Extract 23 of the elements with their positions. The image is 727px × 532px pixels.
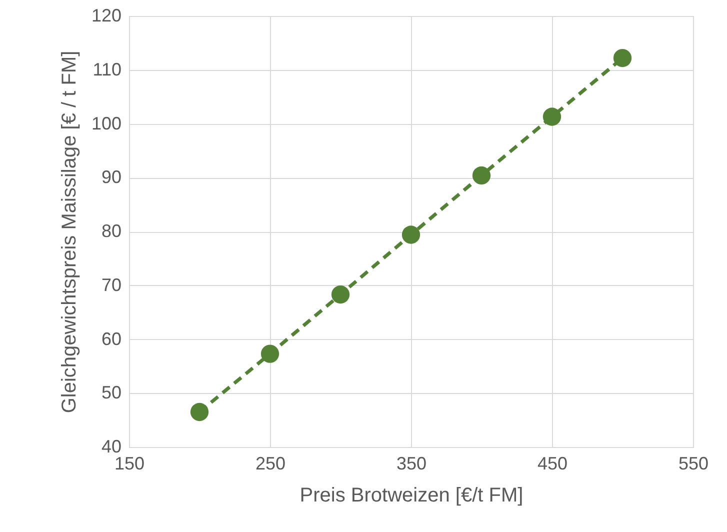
y-axis-title: Gleichgewichtspreis Maissilage [€ / t FM] — [58, 50, 80, 414]
point — [472, 166, 491, 185]
point — [260, 344, 280, 363]
point — [331, 285, 350, 304]
point — [613, 48, 632, 68]
x-tick-label: 550 — [678, 454, 709, 474]
x-tick-label: 350 — [396, 454, 427, 474]
x-tick-label: 150 — [114, 454, 145, 474]
y-tick-label: 60 — [101, 328, 122, 349]
point — [542, 108, 562, 126]
x-tick-label: 250 — [255, 454, 286, 474]
y-tick-label: 50 — [101, 382, 122, 403]
y-tick-label: 110 — [92, 59, 122, 80]
y-tick-label: 80 — [101, 221, 122, 241]
y-tick-label: 70 — [101, 274, 122, 295]
x-axis-title: Preis Brotweizen [€/t FM] — [300, 484, 524, 506]
point — [402, 226, 420, 244]
point — [190, 402, 209, 422]
x-tick-label: 450 — [537, 454, 568, 474]
y-tick-label: 100 — [91, 113, 122, 134]
y-tick-label: 40 — [101, 436, 122, 456]
y-tick-label: 120 — [91, 6, 122, 26]
y-tick-label: 90 — [101, 167, 122, 188]
